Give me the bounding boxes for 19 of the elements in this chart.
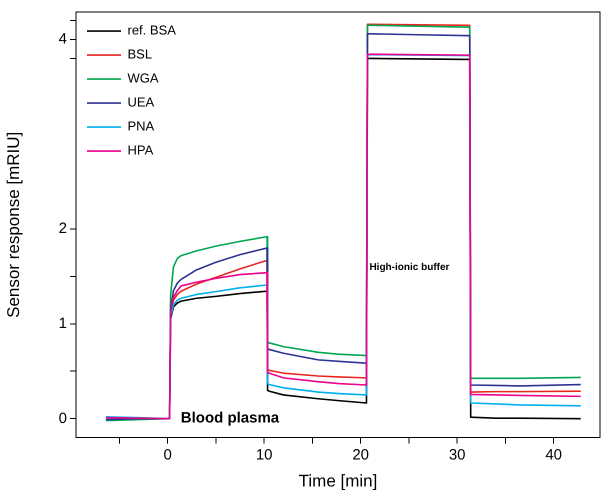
y-tick-label: 1 [58,314,67,332]
x-tick-label: 20 [352,446,370,464]
y-tick-label: 2 [58,220,67,238]
x-tick-label: 10 [256,446,273,464]
legend-label: BSL [128,46,152,62]
legend-label: WGA [128,70,159,86]
x-tick-label: 40 [545,446,562,464]
x-tick-label: 30 [448,446,466,464]
annotation: Blood plasma [180,410,280,427]
y-tick-label: 0 [58,410,67,427]
legend-label: PNA [128,118,155,134]
legend-label: HPA [128,142,154,158]
legend-label: ref. BSA [128,22,176,38]
annotation: High-ionic buffer [369,262,450,274]
y-axis-title: Sensor response [mRIU] [4,132,23,318]
y-tick-label: 4 [58,30,67,48]
x-tick-label: 0 [164,446,172,464]
legend-label: UEA [128,94,155,110]
x-axis-title: Time [min] [298,471,378,490]
